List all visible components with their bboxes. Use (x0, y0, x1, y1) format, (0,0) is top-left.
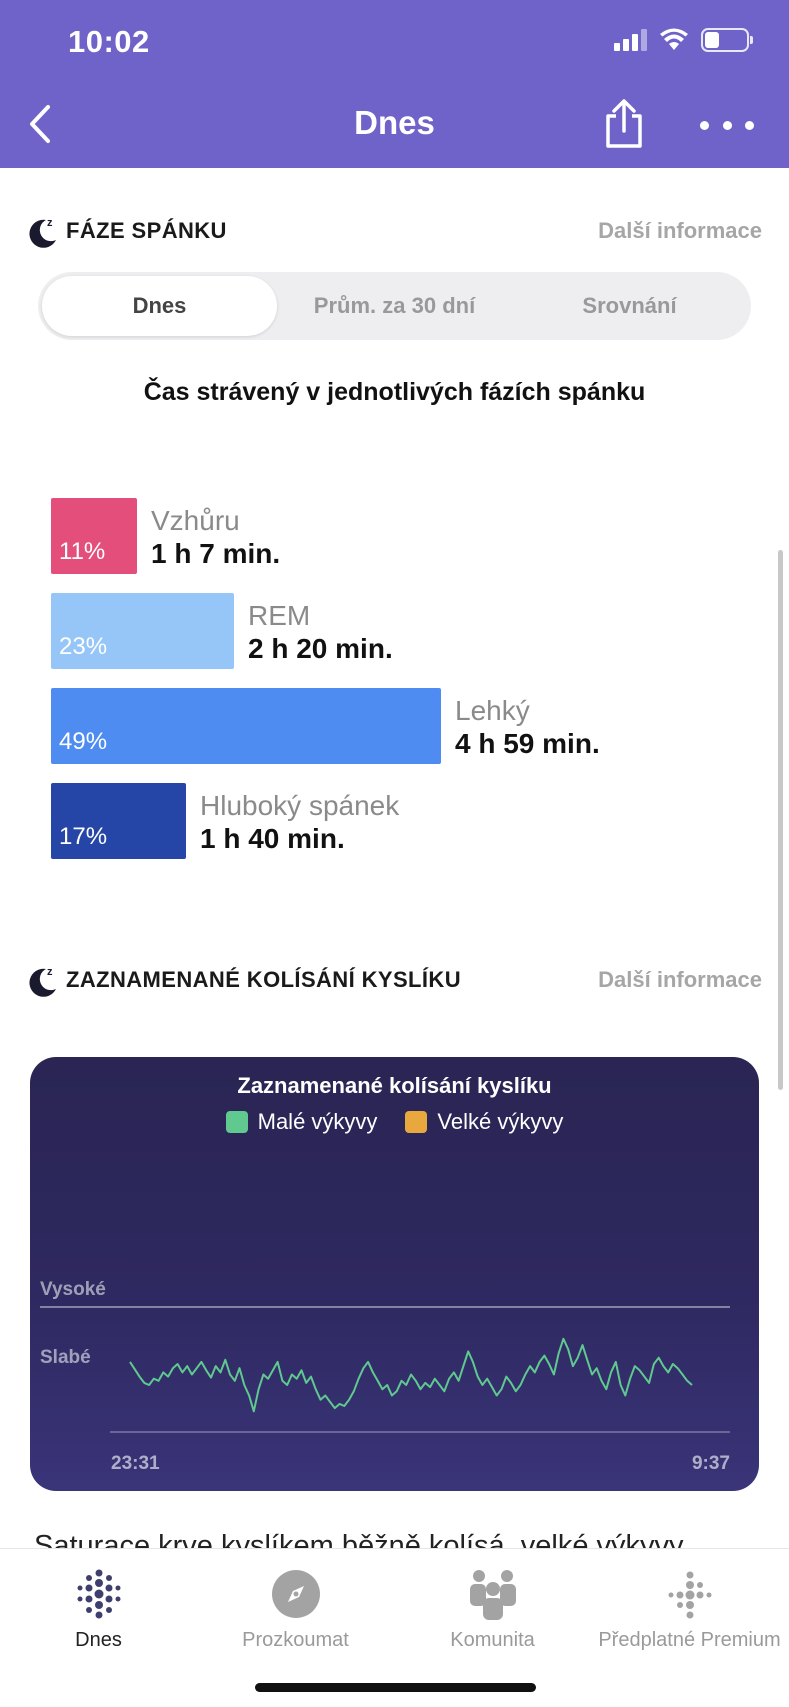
oxygen-title: ZAZNAMENANÉ KOLÍSÁNÍ KYSLÍKU (66, 967, 461, 992)
stage-text: REM 2 h 20 min. (248, 593, 393, 669)
battery-icon (701, 28, 753, 52)
legend-swatch (405, 1111, 428, 1133)
stage-awake-bar: 11% (51, 498, 137, 574)
stage-rem-bar: 23% (51, 593, 234, 669)
stage-duration: 4 h 59 min. (455, 728, 600, 759)
wifi-icon (660, 28, 688, 50)
x-label-end: 9:37 (692, 1453, 730, 1474)
community-icon (469, 1570, 516, 1620)
stage-text: Hluboký spánek 1 h 40 min. (200, 783, 399, 859)
tab-label: Komunita (450, 1629, 535, 1651)
bottom-tab-bar: Dnes Prozkoumat Komunita Pře (0, 1548, 789, 1707)
cellular-signal-icon (614, 29, 647, 51)
stage-percent: 23% (59, 633, 108, 660)
stage-deep-row: 17% Hluboký spánek 1 h 40 min. (51, 783, 399, 859)
y-label-high: Vysoké (40, 1279, 106, 1300)
home-indicator (255, 1683, 536, 1692)
dot-icon (700, 120, 709, 130)
tab-label: Dnes (75, 1629, 122, 1651)
dot-icon (745, 120, 754, 130)
oxygen-chart-title: Zaznamenané kolísání kyslíku (237, 1073, 552, 1098)
moon-icon: z (29, 217, 56, 248)
oxygen-legend: Malé výkyvy Velké výkyvy (30, 1109, 759, 1135)
tab-label: Prozkoumat (242, 1629, 349, 1651)
scrollbar[interactable] (778, 550, 783, 1090)
oxygen-chart: Vysoké Slabé 23:31 9:37 (40, 1279, 730, 1474)
status-icons (614, 28, 753, 52)
more-options-button[interactable] (700, 112, 754, 138)
stage-text: Vzhůru 1 h 7 min. (151, 498, 280, 574)
sleep-more-info-link[interactable]: Další informace (598, 218, 762, 243)
legend-swatch (225, 1111, 248, 1133)
stage-percent: 49% (59, 728, 108, 755)
legend-item-small: Malé výkyvy (225, 1109, 378, 1135)
stage-awake-row: 11% Vzhůru 1 h 7 min. (51, 498, 280, 574)
stage-name: Hluboký spánek (200, 790, 400, 821)
stage-duration: 1 h 7 min. (151, 538, 281, 569)
y-label-low: Slabé (40, 1347, 91, 1368)
legend-label: Velké výkyvy (437, 1109, 564, 1134)
compass-icon (271, 1570, 320, 1618)
tab-today[interactable]: Dnes (42, 276, 277, 336)
oxygen-header: z ZAZNAMENANÉ KOLÍSÁNÍ KYSLÍKU Další inf… (28, 960, 762, 1000)
legend-item-large: Velké výkyvy (405, 1109, 563, 1135)
legend-label: Malé výkyvy (257, 1109, 378, 1134)
tab-community-nav[interactable]: Komunita (394, 1567, 591, 1652)
stage-light-bar: 49% (51, 688, 441, 764)
x-label-start: 23:31 (111, 1453, 160, 1474)
app-header: 10:02 Dnes (0, 0, 789, 168)
sleep-chart-title: Čas strávený v jednotlivých fázích spánk… (143, 378, 646, 406)
stage-deep-bar: 17% (51, 783, 186, 859)
page-title: Dnes (354, 104, 435, 141)
sleep-phases-title: FÁZE SPÁNKU (66, 218, 227, 243)
fitbit-dots-icon (77, 1569, 120, 1619)
tab-today-nav[interactable]: Dnes (0, 1567, 197, 1652)
moon-icon: z (29, 966, 56, 997)
back-button[interactable] (20, 100, 60, 148)
stage-duration: 1 h 40 min. (200, 823, 345, 854)
tab-premium-nav[interactable]: Předplatné Premium (591, 1567, 788, 1652)
oxygen-chart-card: Vysoké Slabé 23:31 9:37 Zaznamenané kolísán… (30, 1057, 759, 1491)
stage-name: REM (248, 600, 311, 631)
share-icon (606, 99, 642, 148)
share-button[interactable] (600, 98, 648, 150)
tab-label: Předplatné Premium (598, 1629, 781, 1651)
stage-percent: 11% (59, 538, 106, 565)
section-title: z ZAZNAMENANÉ KOLÍSÁNÍ KYSLÍKU (28, 963, 461, 997)
stage-name: Lehký (455, 695, 530, 726)
stage-name: Vzhůru (151, 505, 240, 536)
chevron-left-icon (30, 105, 50, 143)
dot-icon (722, 120, 732, 130)
oxygen-more-info-link[interactable]: Další informace (598, 967, 762, 992)
tab-comparison[interactable]: Srovnání (582, 293, 677, 318)
tab-explore-nav[interactable]: Prozkoumat (197, 1567, 394, 1652)
oxygen-variation-line (129, 1337, 693, 1413)
section-title: z FÁZE SPÁNKU (28, 214, 227, 248)
status-time: 10:02 (68, 24, 150, 59)
stage-light-row: 49% Lehký 4 h 59 min. (51, 688, 600, 764)
stage-duration: 2 h 20 min. (248, 633, 393, 664)
svg-text:z: z (47, 217, 53, 229)
sleep-phases-header: z FÁZE SPÁNKU Další informace (28, 211, 762, 251)
stage-percent: 17% (59, 823, 108, 850)
svg-text:z: z (47, 966, 53, 978)
period-segmented-control: Dnes Prům. za 30 dní Srovnání (38, 272, 751, 340)
premium-dots-icon (668, 1571, 711, 1619)
tab-30-day-average[interactable]: Prům. za 30 dní (313, 293, 476, 318)
stage-text: Lehký 4 h 59 min. (455, 688, 600, 764)
stage-rem-row: 23% REM 2 h 20 min. (51, 593, 393, 669)
